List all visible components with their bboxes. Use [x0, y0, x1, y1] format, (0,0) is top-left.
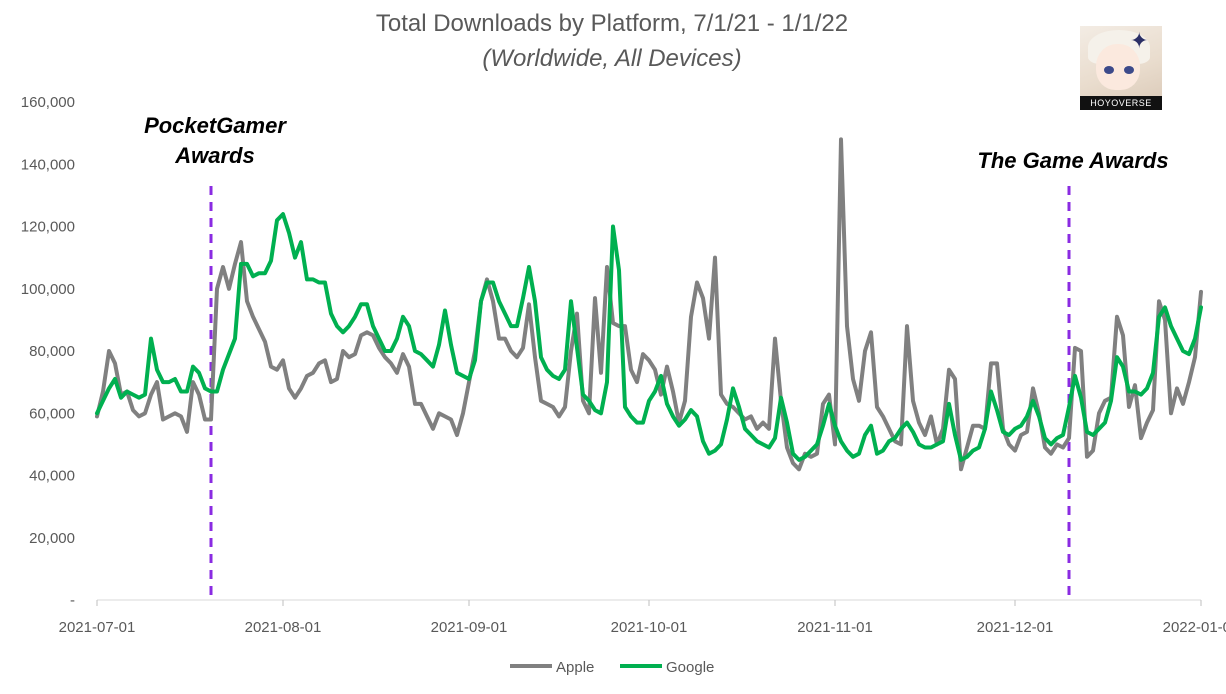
- x-tick-label: 2022-01-01: [1163, 619, 1226, 636]
- x-tick-label: 2021-07-01: [59, 619, 136, 636]
- x-tick-label: 2021-12-01: [977, 619, 1054, 636]
- y-tick-label: 80,000: [29, 343, 75, 360]
- x-axis: 2021-07-01 2021-08-01 2021-09-01 2021-10-01…: [59, 599, 1226, 636]
- annotations: PocketGamer Awards The Game Awards: [144, 113, 1169, 600]
- y-tick-label: 160,000: [21, 94, 75, 111]
- annotation-label: PocketGamer: [144, 113, 287, 138]
- legend-label-google: Google: [666, 659, 714, 676]
- legend-label-apple: Apple: [556, 659, 594, 676]
- star-icon: ✦: [1130, 28, 1149, 53]
- series-line-apple: [95, 137, 1203, 472]
- y-tick-label: 120,000: [21, 219, 75, 236]
- y-tick-label: 140,000: [21, 156, 75, 173]
- annotation-label: Awards: [174, 143, 254, 168]
- game-logo: ✦ HOYOVERSE: [1080, 26, 1162, 110]
- eye-left: [1104, 66, 1114, 74]
- y-tick-label: -: [70, 592, 75, 609]
- chart-subtitle: (Worldwide, All Devices): [482, 45, 741, 72]
- eye-right: [1124, 66, 1134, 74]
- series-line-google: [95, 212, 1203, 462]
- x-tick-label: 2021-10-01: [611, 619, 688, 636]
- y-tick-label: 100,000: [21, 281, 75, 298]
- y-tick-label: 60,000: [29, 405, 75, 422]
- y-axis: - 20,000 40,000 60,000 80,000 100,000 120,000 1…: [21, 94, 75, 609]
- logo-brand-text: HOYOVERSE: [1080, 96, 1162, 110]
- series-lines: [95, 137, 1203, 472]
- y-tick-label: 40,000: [29, 468, 75, 485]
- x-tick-label: 2021-08-01: [245, 619, 322, 636]
- legend: Apple Google: [510, 659, 714, 676]
- x-tick-label: 2021-09-01: [431, 619, 508, 636]
- x-tick-label: 2021-11-01: [797, 619, 873, 636]
- y-tick-label: 20,000: [29, 530, 75, 547]
- annotation-label: The Game Awards: [977, 148, 1168, 173]
- chart-title: Total Downloads by Platform, 7/1/21 - 1/…: [376, 10, 848, 37]
